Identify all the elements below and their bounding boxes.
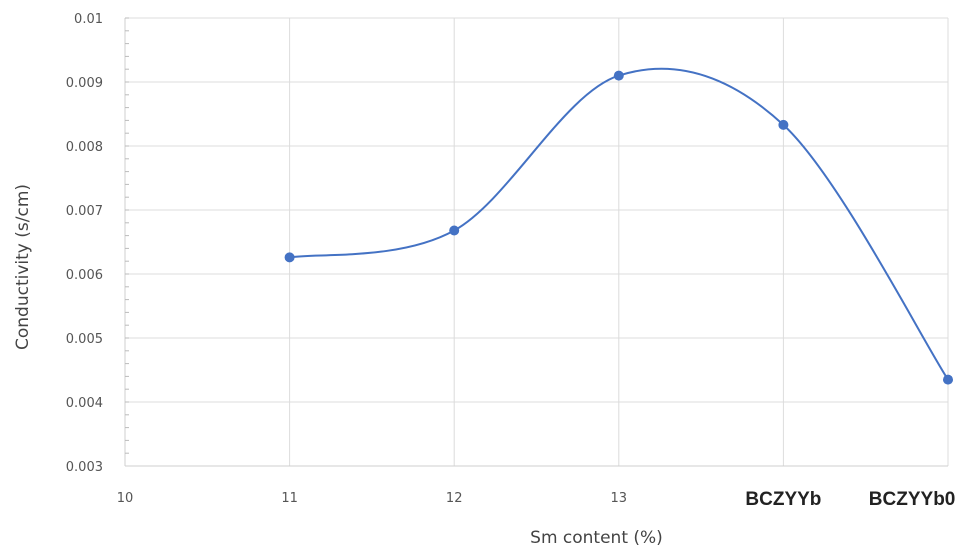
x-tick-label: 12	[446, 491, 463, 506]
y-tick-label: 0.008	[66, 140, 103, 155]
data-point	[449, 225, 460, 236]
y-tick-label: 0.009	[66, 76, 103, 91]
y-tick-label: 0.003	[66, 460, 103, 475]
x-tick-label: 13	[611, 491, 628, 506]
data-point	[943, 374, 953, 385]
y-tick-label: 0.005	[66, 332, 103, 347]
x-axis-title: Sm content (%)	[530, 528, 663, 548]
x-tick-label: BCZYYb0.5Sm0.5	[869, 489, 955, 510]
y-tick-label: 0.006	[66, 268, 103, 283]
data-point	[778, 119, 789, 130]
gridlines	[125, 17, 949, 466]
y-tick-label: 0.007	[66, 204, 103, 219]
data-point	[613, 70, 624, 81]
x-tick-label: 10	[117, 491, 134, 506]
x-tick-label: 11	[281, 491, 298, 506]
y-tick-label: 0.01	[74, 12, 103, 27]
series-line-group	[284, 67, 953, 385]
axes	[124, 17, 948, 467]
tick-labels: 0.003 0.004 0.005 0.006 0.007 0.008 0.009 0.01 1…	[66, 12, 955, 510]
y-tick-label: 0.004	[66, 396, 103, 411]
y-axis-title: Conductivity (s/cm)	[13, 184, 33, 350]
x-tick-label: BCZYYb	[745, 489, 821, 510]
data-point	[284, 252, 295, 263]
